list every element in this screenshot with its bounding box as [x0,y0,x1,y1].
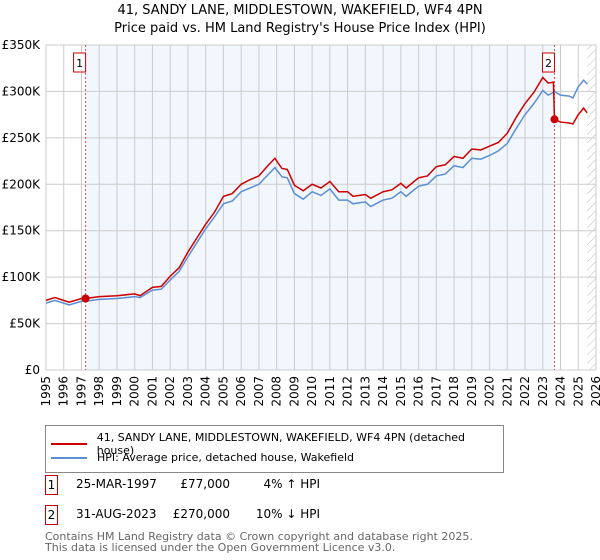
x-tick-label: 2007 [252,376,266,407]
sale-hpi: 10% ↓ HPI [255,507,320,521]
sale-hpi: 4% ↑ HPI [263,477,320,491]
y-tick-label: £50K [9,317,41,331]
footer-line: Contains HM Land Registry data © Crown c… [45,530,473,543]
x-tick-label: 2002 [163,376,177,407]
forecast-hatch [587,45,596,370]
sale-point [550,115,559,124]
legend-property: 41, SANDY LANE, MIDDLESTOWN, WAKEFIELD, … [96,431,466,457]
x-tick-label: 2022 [518,376,532,407]
hpi-line [45,79,588,306]
x-tick-label: 2018 [447,376,461,407]
x-tick-label: 2008 [270,376,284,407]
sale-number: 2 [45,505,58,525]
x-tick-label: 1996 [57,376,71,407]
x-tick-label: 2019 [465,376,479,407]
plot-frame [45,44,597,371]
sale-price: £270,000 [172,507,230,521]
legend-hpi: HPI: Average price, detached house, Wake… [97,451,355,464]
footer-line: This data is licensed under the Open Gov… [45,541,396,554]
y-tick-label: £150K [2,224,42,238]
sale-row: 2 31-AUG-2023 £270,000 10% ↓ HPI [45,505,445,525]
x-tick-label: 1998 [92,376,106,407]
x-tick-label: 2006 [234,376,248,407]
x-tick-label: 2003 [181,376,195,407]
x-tick-label: 1999 [110,376,124,407]
x-tick-label: 2011 [323,376,337,407]
x-tick-label: 2021 [500,376,514,407]
x-tick-label: 2025 [571,376,585,407]
chart-title: 41, SANDY LANE, MIDDLESTOWN, WAKEFIELD, … [117,3,483,18]
sale-row: 1 25-MAR-1997 £77,000 4% ↑ HPI [45,475,445,495]
sale-price: £77,000 [180,477,230,491]
x-tick-label: 2014 [376,376,390,407]
y-tick-label: £0 [25,363,40,377]
x-tick-label: 2013 [358,376,372,407]
x-tick-label: 1995 [39,376,53,407]
sale-marker-box [73,52,87,73]
y-tick-label: £350K [2,38,42,52]
footer: Contains HM Land Registry data © Crown c… [45,531,473,553]
x-tick-label: 2020 [483,376,497,407]
x-tick-label: 2015 [394,376,408,407]
sale-marker-label: 1 [76,57,83,70]
x-tick-label: 2017 [429,376,443,407]
price-chart: 1995 1996 1997 1998 1999 2000 2001 2002 2003 2004… [2,38,600,407]
sale-number: 1 [45,475,58,495]
legend: 41, SANDY LANE, MIDDLESTOWN, WAKEFIELD, … [45,425,504,473]
x-tick-label: 2009 [287,376,301,407]
x-tick-label: 2012 [341,376,355,407]
x-tick-label: 2016 [412,376,426,407]
x-tick-label: 1997 [74,376,88,407]
x-tick-label: 2000 [128,376,142,407]
x-tick-label: 2023 [536,376,550,407]
y-tick-label: £300K [2,84,42,98]
legend-blue-line [51,456,87,459]
x-tick-label: 2004 [199,376,213,407]
sale-period-shade [85,45,555,370]
x-tick-label: 2026 [589,376,600,407]
sale-marker-label: 2 [545,57,552,70]
y-tick-label: £100K [2,270,42,284]
y-tick-label: £250K [2,131,42,145]
sale-date: 25-MAR-1997 [76,477,157,491]
legend-red-line [51,443,87,445]
x-tick-label: 2005 [216,376,230,407]
x-tick-label: 2024 [554,376,568,407]
y-tick-label: £200K [2,177,42,191]
chart-subtitle: Price paid vs. HM Land Registry's House … [114,21,486,36]
x-tick-label: 2001 [145,376,159,407]
sale-point [81,294,90,303]
x-tick-label: 2010 [305,376,319,407]
sale-date: 31-AUG-2023 [76,507,157,521]
property-price-line [45,76,588,304]
sale-marker-box [541,52,555,73]
